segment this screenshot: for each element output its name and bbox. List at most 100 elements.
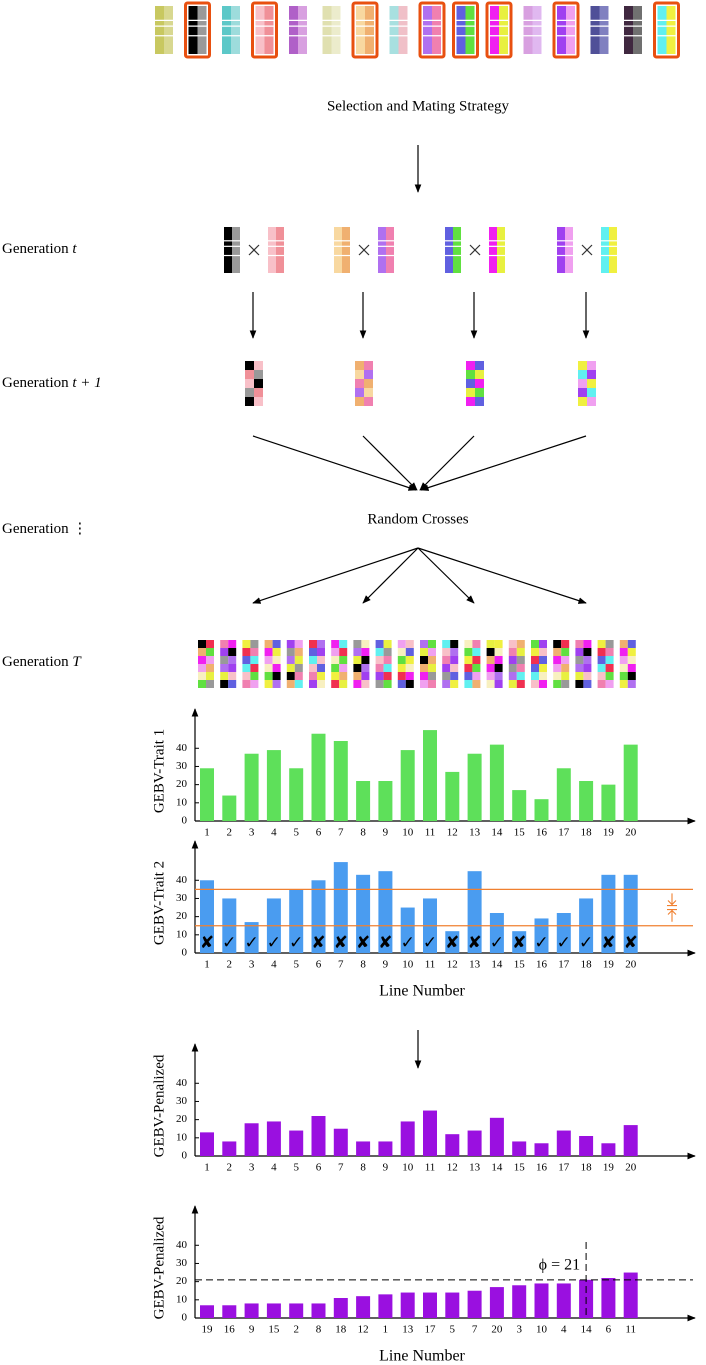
- x-tick-label: 13: [469, 959, 481, 971]
- cell: [516, 664, 525, 672]
- bar: [289, 889, 304, 953]
- cell: [245, 397, 254, 406]
- cell: [361, 672, 370, 680]
- cell: [619, 656, 628, 664]
- cell: [587, 388, 596, 397]
- cell: [627, 640, 636, 648]
- cell: [220, 648, 229, 656]
- cell: [494, 648, 503, 656]
- cell: [353, 664, 362, 672]
- cell: [578, 379, 587, 388]
- cell: [539, 672, 547, 680]
- cross: [358, 244, 370, 256]
- x-tick-label: 9: [383, 1162, 389, 1174]
- cell: [383, 672, 392, 680]
- cell: [355, 397, 364, 406]
- x-tick-label: 16: [224, 1324, 236, 1336]
- cross: [581, 244, 593, 256]
- x-tick-label: 12: [358, 1324, 369, 1336]
- cell: [383, 664, 392, 672]
- x-tick-label: 9: [383, 827, 389, 839]
- chromatid: [232, 227, 240, 273]
- chromatid: [445, 227, 453, 273]
- chromatid: [334, 227, 342, 273]
- cell: [250, 680, 259, 688]
- x-tick-label: 14: [581, 1324, 593, 1336]
- chromatid: [601, 227, 609, 273]
- bar: [289, 1130, 304, 1156]
- step-label: Selection and Mating Strategy: [327, 98, 510, 114]
- chromatid: [197, 6, 207, 54]
- cell: [464, 672, 473, 680]
- bar: [512, 790, 527, 821]
- chromatid: [465, 6, 475, 54]
- cell: [198, 656, 206, 664]
- selected-frame: [653, 1, 680, 59]
- x-tick-label: 15: [514, 1162, 526, 1174]
- cell: [272, 672, 281, 680]
- chromatid: [497, 227, 505, 273]
- cell: [420, 648, 428, 656]
- selected-frame: [418, 1, 446, 59]
- cell: [228, 640, 237, 648]
- cell: [198, 648, 206, 656]
- cell: [587, 370, 596, 379]
- cell: [475, 361, 484, 370]
- cell: [220, 680, 229, 688]
- cell: [472, 648, 481, 656]
- cell: [516, 640, 525, 648]
- cell: [198, 640, 206, 648]
- cell: [597, 680, 606, 688]
- cell: [375, 664, 384, 672]
- cell: [605, 648, 614, 656]
- cell: [309, 648, 317, 656]
- y-axis-label: GEBV-Trait 1: [151, 729, 167, 813]
- selected-frame: [485, 1, 513, 59]
- bar: [400, 1292, 415, 1318]
- selection-mark: ✓: [490, 933, 504, 952]
- chromatid: [566, 6, 575, 54]
- y-tick-label: 10: [176, 928, 188, 940]
- cell: [475, 379, 484, 388]
- cell: [442, 656, 451, 664]
- chromatid: [378, 227, 386, 273]
- selection-mark: ✓: [289, 933, 303, 952]
- cell: [364, 397, 373, 406]
- cell: [627, 672, 636, 680]
- cell: [508, 648, 517, 656]
- bar: [200, 1132, 214, 1156]
- cell: [486, 664, 495, 672]
- x-tick-label: 6: [316, 827, 322, 839]
- y-tick-label: 40: [176, 1077, 188, 1089]
- cell: [561, 664, 570, 672]
- cell: [286, 680, 295, 688]
- chromatid: [268, 227, 276, 273]
- cell: [264, 640, 273, 648]
- cell: [420, 656, 428, 664]
- cell: [397, 664, 406, 672]
- bar: [289, 1303, 304, 1318]
- cell: [516, 648, 525, 656]
- cell: [450, 664, 459, 672]
- bar: [423, 730, 437, 821]
- cell: [466, 397, 475, 406]
- cell: [264, 648, 273, 656]
- bar: [534, 799, 549, 821]
- cell: [553, 680, 562, 688]
- cell: [364, 379, 373, 388]
- cell: [516, 656, 525, 664]
- selection-mark: ✓: [557, 933, 571, 952]
- cell: [206, 680, 214, 688]
- bar: [244, 1123, 259, 1156]
- x-tick-label: 4: [271, 1162, 277, 1174]
- cell: [561, 640, 570, 648]
- x-tick-label: 7: [338, 959, 344, 971]
- y-tick-label: 0: [182, 947, 188, 959]
- x-tick-label: 11: [425, 827, 436, 839]
- cell: [206, 648, 214, 656]
- cell: [450, 656, 459, 664]
- cell: [472, 680, 481, 688]
- cell: [353, 640, 362, 648]
- cell: [605, 640, 614, 648]
- bar: [467, 1290, 482, 1318]
